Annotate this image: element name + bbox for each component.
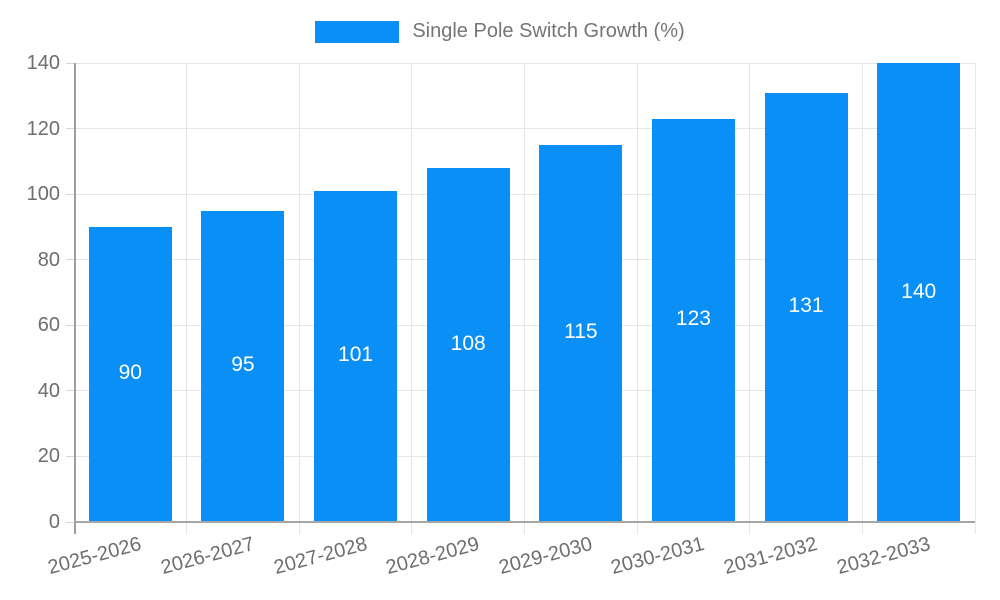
bar [426,167,510,522]
y-tick-label: 100 [26,183,60,206]
gridline [524,63,525,534]
y-axis-tick [66,259,74,261]
y-tick-label: 120 [26,117,60,140]
y-tick-label: 40 [37,379,60,402]
gridline [636,63,638,534]
chart-legend: Single Pole Switch Growth (%) [0,20,1000,43]
bar-value-label: 115 [564,320,598,344]
bar [314,190,398,522]
y-axis-tick [66,390,74,392]
y-axis-tick [66,521,74,523]
bar [539,144,623,522]
bar-value-label: 108 [450,331,486,355]
x-axis-line [74,521,975,523]
bar-value-label: 123 [675,307,711,331]
bar [877,63,961,522]
bar-value-label: 101 [338,343,374,367]
plot-area: 90 95 101 108 115 123 131 140 [66,62,976,534]
y-tick-label: 140 [26,52,60,74]
bar-value-label: 90 [118,361,142,385]
legend-swatch [315,20,400,43]
y-axis-line [74,63,76,534]
y-tick-label: 20 [37,445,60,468]
gridline [974,63,976,534]
bar-value-label: 131 [788,294,824,318]
y-axis-tick [66,455,74,457]
y-axis-tick [66,62,74,64]
gridline [749,63,751,534]
y-axis-tick [66,324,74,326]
gridline [186,63,188,534]
bar [201,210,285,522]
y-tick-label: 0 [48,511,60,533]
y-axis-tick [66,128,74,130]
gridline [411,63,413,534]
y-axis-tick [66,193,74,195]
bar-value-label: 95 [231,353,255,377]
legend-label: Single Pole Switch Growth (%) [412,20,685,42]
gridline [298,63,300,534]
bar [88,226,172,522]
bar-value-label: 140 [901,279,937,303]
bar [651,118,735,522]
gridline [861,63,863,534]
y-tick-label: 80 [37,248,60,271]
y-tick-label: 60 [37,314,60,337]
bar [764,92,848,522]
